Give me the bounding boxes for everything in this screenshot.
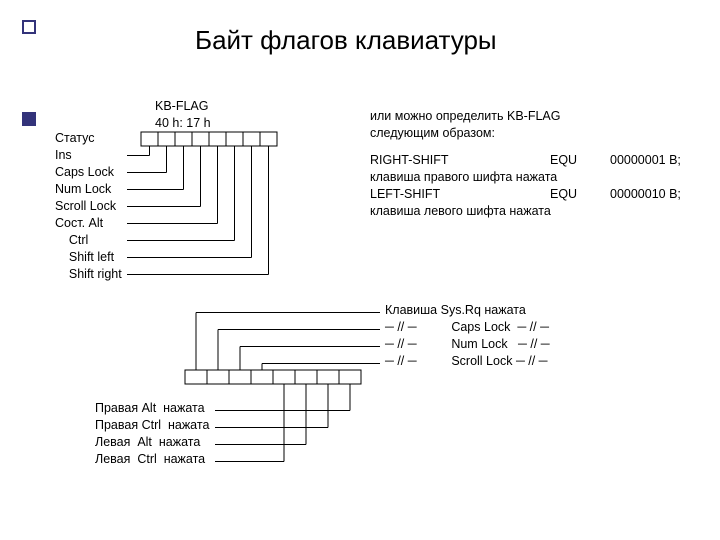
diagram-lines [0,0,720,540]
